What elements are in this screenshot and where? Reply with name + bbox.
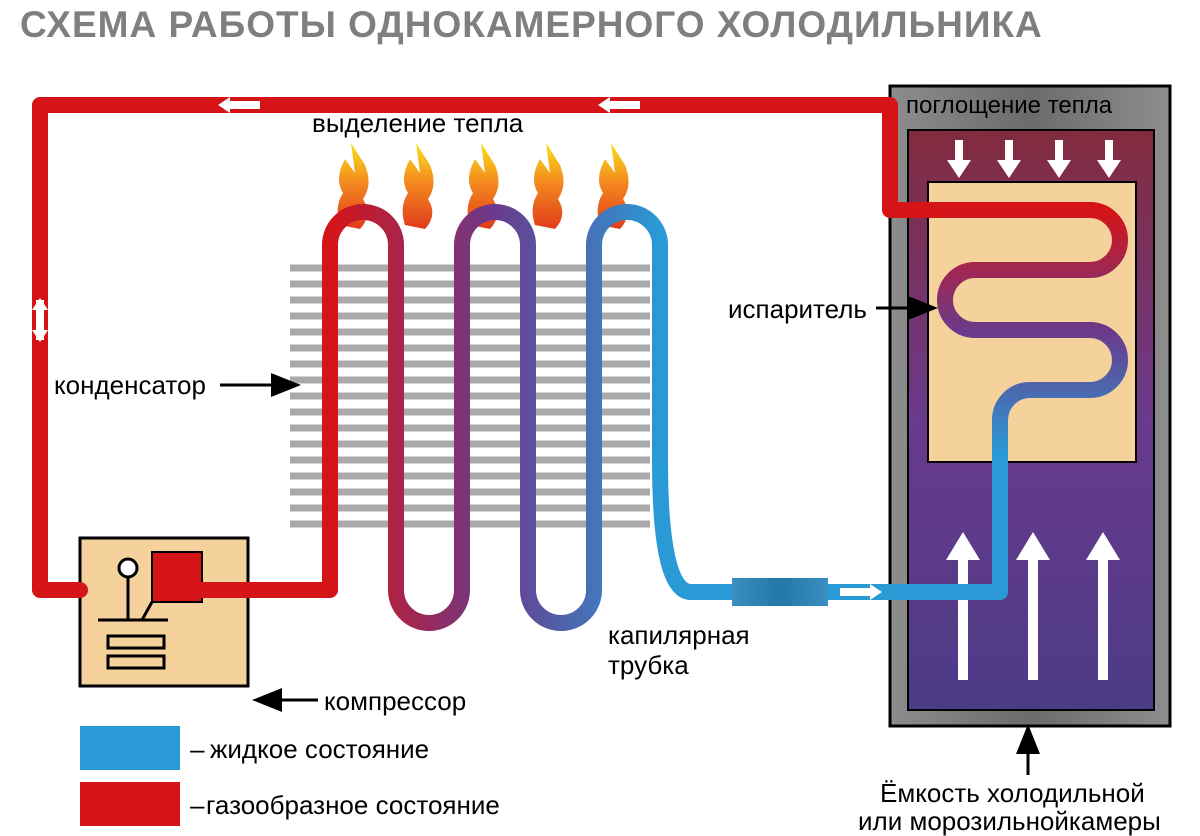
heat-in-label: поглощение тепла	[906, 92, 1112, 120]
condenser-label: конденсатор	[54, 370, 206, 401]
compressor-label: компрессор	[324, 686, 466, 717]
capillary-label-2: трубка	[608, 650, 689, 681]
condenser-coil	[330, 212, 660, 623]
legend-dash-2: –	[190, 790, 204, 821]
capillary-label-1: капилярная	[608, 620, 750, 651]
chamber-label-1: Ёмкость холодильной	[880, 778, 1145, 809]
chamber-label-2: или морозильнойкамеры	[858, 806, 1161, 836]
legend-dash-1: –	[190, 734, 204, 765]
compressor	[80, 538, 248, 686]
legend-liquid: жидкое состояние	[210, 734, 429, 765]
capillary-tube	[732, 578, 828, 606]
legend	[80, 726, 180, 826]
title: СХЕМА РАБОТЫ ОДНОКАМЕРНОГО ХОЛОДИЛЬНИКА	[20, 4, 1043, 46]
heat-out-label: выделение тепла	[312, 108, 523, 139]
refrigerator-cabinet	[890, 86, 1170, 726]
legend-gas: газообразное состояние	[206, 790, 500, 821]
diagram-canvas	[0, 0, 1200, 836]
evaporator-label: испаритель	[728, 294, 867, 325]
